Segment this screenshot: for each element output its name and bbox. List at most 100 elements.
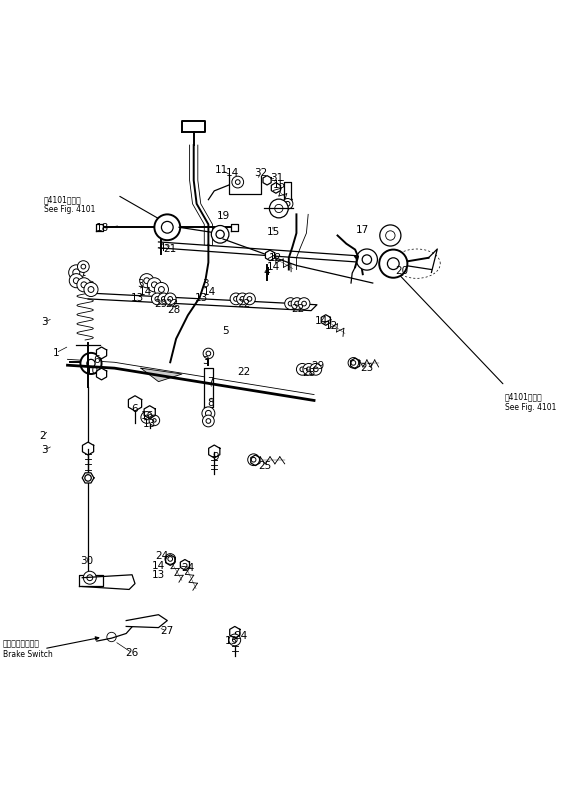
Text: 14: 14 — [152, 561, 165, 571]
Text: 23: 23 — [360, 363, 373, 373]
Circle shape — [168, 297, 173, 301]
Polygon shape — [263, 176, 271, 185]
Circle shape — [69, 265, 84, 280]
Polygon shape — [231, 223, 238, 231]
Circle shape — [300, 367, 305, 372]
Circle shape — [205, 410, 211, 417]
Circle shape — [387, 258, 399, 270]
Circle shape — [362, 255, 372, 264]
Circle shape — [356, 249, 377, 270]
Circle shape — [232, 638, 237, 642]
Text: 第4101図参照
See Fig. 4101: 第4101図参照 See Fig. 4101 — [505, 393, 556, 412]
Text: ブレーキスイッチ
Brake Switch: ブレーキスイッチ Brake Switch — [3, 639, 53, 659]
Polygon shape — [96, 223, 103, 231]
Text: 15: 15 — [273, 180, 286, 190]
Circle shape — [298, 297, 310, 309]
Text: 25: 25 — [259, 461, 272, 471]
Circle shape — [168, 556, 173, 561]
Polygon shape — [208, 445, 220, 458]
Circle shape — [240, 297, 245, 301]
Circle shape — [81, 264, 86, 269]
Text: 13: 13 — [131, 293, 144, 304]
Text: 3: 3 — [41, 445, 48, 456]
Circle shape — [216, 231, 224, 238]
Circle shape — [351, 360, 356, 365]
Text: 26: 26 — [126, 648, 139, 657]
Text: 22: 22 — [292, 304, 305, 314]
Text: 27: 27 — [161, 626, 174, 636]
Circle shape — [295, 301, 299, 306]
Text: 8: 8 — [207, 398, 214, 408]
Polygon shape — [284, 182, 291, 206]
Text: 3: 3 — [202, 356, 209, 366]
Circle shape — [77, 277, 91, 292]
Polygon shape — [321, 315, 330, 325]
Text: 16: 16 — [141, 411, 154, 421]
Polygon shape — [96, 347, 107, 359]
Text: 20: 20 — [395, 266, 408, 277]
Circle shape — [158, 286, 164, 293]
Circle shape — [235, 180, 240, 184]
Text: 30: 30 — [80, 556, 93, 566]
Text: 3: 3 — [202, 278, 209, 289]
Circle shape — [84, 282, 98, 297]
Circle shape — [144, 415, 149, 420]
Text: 3: 3 — [41, 317, 48, 328]
Text: 11: 11 — [215, 165, 228, 176]
Circle shape — [141, 412, 153, 423]
Text: 18: 18 — [96, 223, 109, 234]
Circle shape — [161, 297, 166, 301]
Circle shape — [285, 297, 296, 309]
Text: 7: 7 — [207, 377, 214, 386]
Text: 22: 22 — [165, 299, 178, 309]
Text: 10: 10 — [86, 366, 99, 376]
Circle shape — [232, 176, 244, 188]
Text: 6: 6 — [131, 404, 139, 413]
Polygon shape — [79, 576, 103, 586]
Polygon shape — [82, 473, 94, 483]
Text: 5: 5 — [222, 326, 230, 336]
Text: 9: 9 — [212, 452, 220, 463]
Text: 1: 1 — [52, 348, 59, 358]
Circle shape — [153, 419, 156, 422]
Polygon shape — [82, 575, 135, 589]
Circle shape — [380, 225, 401, 246]
Circle shape — [288, 301, 293, 306]
Text: 14: 14 — [139, 288, 151, 297]
Circle shape — [165, 553, 176, 564]
Circle shape — [296, 363, 308, 375]
Text: 14: 14 — [203, 288, 216, 297]
Text: 21: 21 — [164, 244, 177, 254]
Text: 29: 29 — [154, 299, 167, 309]
Circle shape — [303, 363, 315, 375]
Circle shape — [155, 297, 160, 301]
Circle shape — [237, 293, 248, 304]
Circle shape — [202, 407, 215, 420]
Circle shape — [248, 454, 259, 466]
Polygon shape — [129, 396, 141, 411]
Text: 22: 22 — [237, 367, 250, 378]
Circle shape — [87, 575, 93, 580]
Circle shape — [269, 199, 288, 218]
Circle shape — [158, 293, 170, 304]
Circle shape — [151, 282, 157, 288]
Circle shape — [149, 415, 160, 425]
Circle shape — [206, 419, 211, 423]
Circle shape — [302, 301, 306, 306]
Polygon shape — [271, 183, 281, 193]
Polygon shape — [204, 367, 213, 408]
Circle shape — [285, 201, 290, 206]
Text: 14: 14 — [266, 262, 279, 272]
Circle shape — [151, 293, 163, 304]
Text: 4: 4 — [264, 267, 271, 277]
Polygon shape — [96, 368, 107, 380]
Polygon shape — [144, 405, 156, 419]
Circle shape — [313, 367, 318, 372]
Polygon shape — [141, 368, 182, 382]
Circle shape — [147, 277, 161, 292]
Polygon shape — [229, 176, 261, 194]
Circle shape — [77, 261, 89, 273]
Polygon shape — [166, 555, 175, 565]
Text: 4: 4 — [158, 243, 165, 254]
Circle shape — [203, 415, 214, 427]
